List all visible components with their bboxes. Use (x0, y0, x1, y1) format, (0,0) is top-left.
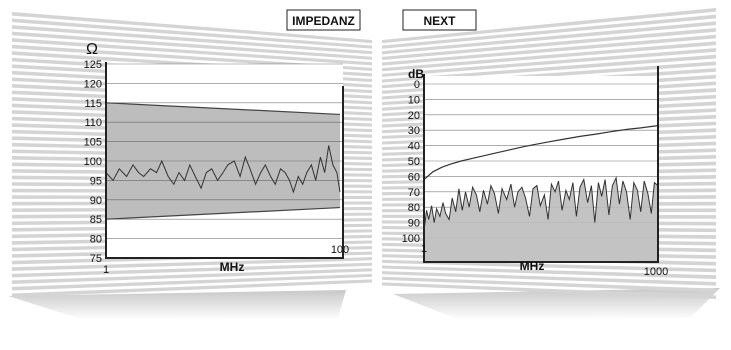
left-floor-shadow (8, 290, 346, 320)
panel-stripe (382, 28, 716, 61)
upper-limit-line (106, 102, 341, 116)
panel-stripe (12, 257, 372, 271)
left-y-tick-label: 95 (90, 175, 102, 187)
panel-stripe (382, 21, 716, 55)
panel-stripe (382, 8, 716, 44)
panel-stripe (12, 273, 372, 291)
left-y-tick-label: 85 (90, 214, 102, 226)
panel-stripe (382, 271, 716, 286)
panel-stripe (12, 25, 372, 55)
right-y-tick-label: 10 (408, 94, 420, 106)
right-y-tick-label: 90 (408, 218, 420, 230)
left-y-tick-label: 120 (84, 78, 102, 90)
right-y-tick-label: 70 (408, 187, 420, 199)
impedance-series-line (106, 145, 341, 194)
left-x-tick-max: 100 (331, 244, 349, 256)
left-y-tick-label: 105 (84, 137, 102, 149)
panel-stripe (12, 268, 372, 284)
panel-stripe (382, 282, 716, 299)
left-title-box (286, 9, 361, 31)
right-chart-title: NEXT (423, 14, 456, 28)
next-series-limit (424, 125, 658, 180)
next-series-measured (424, 176, 658, 231)
left-y-tick-label: 125 (84, 59, 102, 71)
left-x-tick-min: 1 (103, 264, 109, 276)
right-y-tick-label: 20 (408, 110, 420, 122)
right-ylabel: dB (408, 67, 424, 81)
impedance-trace (106, 145, 341, 194)
panel-stripe (12, 262, 372, 278)
right-y-tick-label: 60 (408, 171, 420, 183)
right-y-tick-label: 40 (408, 141, 420, 153)
right-title-box (402, 9, 477, 31)
left-xlabel: MHz (220, 260, 245, 274)
panel-stripe (382, 54, 716, 83)
left-y-tick-labels: 75 80 85 90 95 100 105 110 115 120 125 (84, 59, 102, 265)
left-grid (106, 63, 343, 259)
panel-stripe (382, 34, 716, 66)
right-y-tick-label: 30 (408, 125, 420, 137)
next-traces (424, 125, 658, 231)
right-floor-shadow (393, 288, 720, 320)
left-y-tick-label: 75 (90, 253, 102, 265)
panel-stripe (12, 18, 372, 49)
panel-stripe (12, 31, 372, 60)
left-chart-title: IMPEDANZ (292, 14, 355, 28)
panel-stripe (12, 12, 372, 44)
left-y-tick-label: 90 (90, 195, 102, 207)
right-y-tick-label: 80 (408, 202, 420, 214)
panel-stripe (382, 41, 716, 72)
left-ylabel: Ω (86, 41, 98, 58)
right-x-tick-max: 1000 (644, 266, 668, 278)
left-y-tick-label: 100 (84, 156, 102, 168)
left-y-tick-label: 115 (84, 98, 102, 110)
panel-stripe (382, 14, 716, 49)
panel-stripe (12, 38, 372, 66)
left-y-tick-label: 110 (84, 117, 102, 129)
panel-stripe (382, 276, 716, 293)
right-y-tick-label: 100 (402, 233, 420, 245)
lower-limit-line (106, 206, 341, 220)
left-y-tick-label: 80 (90, 234, 102, 246)
panel-stripe (12, 279, 372, 298)
right-y-tick-label: 50 (408, 156, 420, 168)
panel-stripe (382, 48, 716, 77)
right-x-tick-min: 1 (421, 243, 427, 255)
panel-stripe (382, 265, 716, 279)
right-y-tick-label: 0 (414, 79, 420, 91)
right-y-tick-labels: 0 10 20 30 40 50 60 70 80 90 100 (402, 79, 420, 245)
right-xlabel: MHz (520, 259, 545, 273)
